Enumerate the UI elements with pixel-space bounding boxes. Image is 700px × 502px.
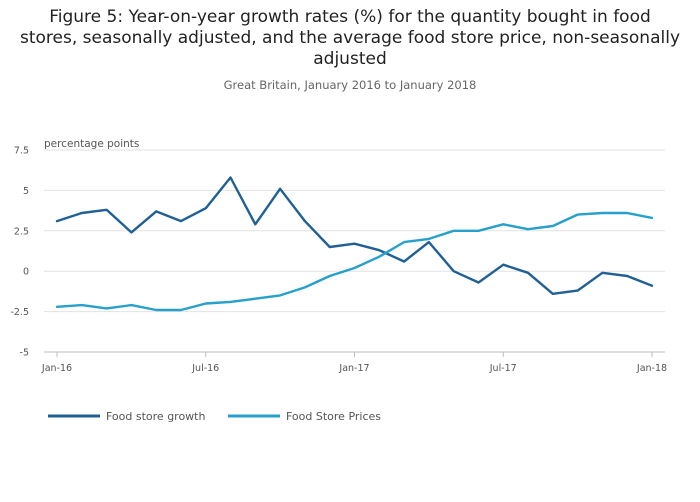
y-tick-label: 0: [23, 267, 29, 278]
series-line-food-store-prices: [55, 211, 654, 312]
legend: Food store growth Food Store Prices: [48, 410, 381, 423]
series-line-food-store-growth: [55, 176, 654, 295]
y-tick-label: 2.5: [14, 226, 29, 237]
x-tick-label: Jul-17: [489, 363, 517, 374]
series-lines: [55, 176, 654, 312]
y-tick-label: -5: [20, 348, 29, 359]
chart-subtitle: Great Britain, January 2016 to January 2…: [223, 78, 477, 92]
y-tick-label: 7.5: [14, 146, 29, 157]
y-tick-label: -2.5: [10, 307, 29, 318]
x-tick-label: Jan-17: [338, 363, 369, 374]
gridlines: [44, 149, 665, 353]
x-tick-label: Jan-16: [41, 363, 72, 374]
chart-title: Figure 5: Year-on-year growth rates (%) …: [20, 7, 681, 69]
x-tick-label: Jan-18: [636, 363, 667, 374]
legend-label: Food Store Prices: [286, 410, 381, 423]
legend-label: Food store growth: [106, 410, 205, 423]
y-axis-unit-label: percentage points: [44, 138, 139, 150]
x-tick-label: Jul-16: [191, 363, 219, 374]
axes: 7.5 5 2.5 0 -2.5 -5 Jan-16 Jul-16 Jan-17 Jul-17 Ja…: [10, 146, 667, 375]
y-tick-label: 5: [23, 186, 29, 197]
